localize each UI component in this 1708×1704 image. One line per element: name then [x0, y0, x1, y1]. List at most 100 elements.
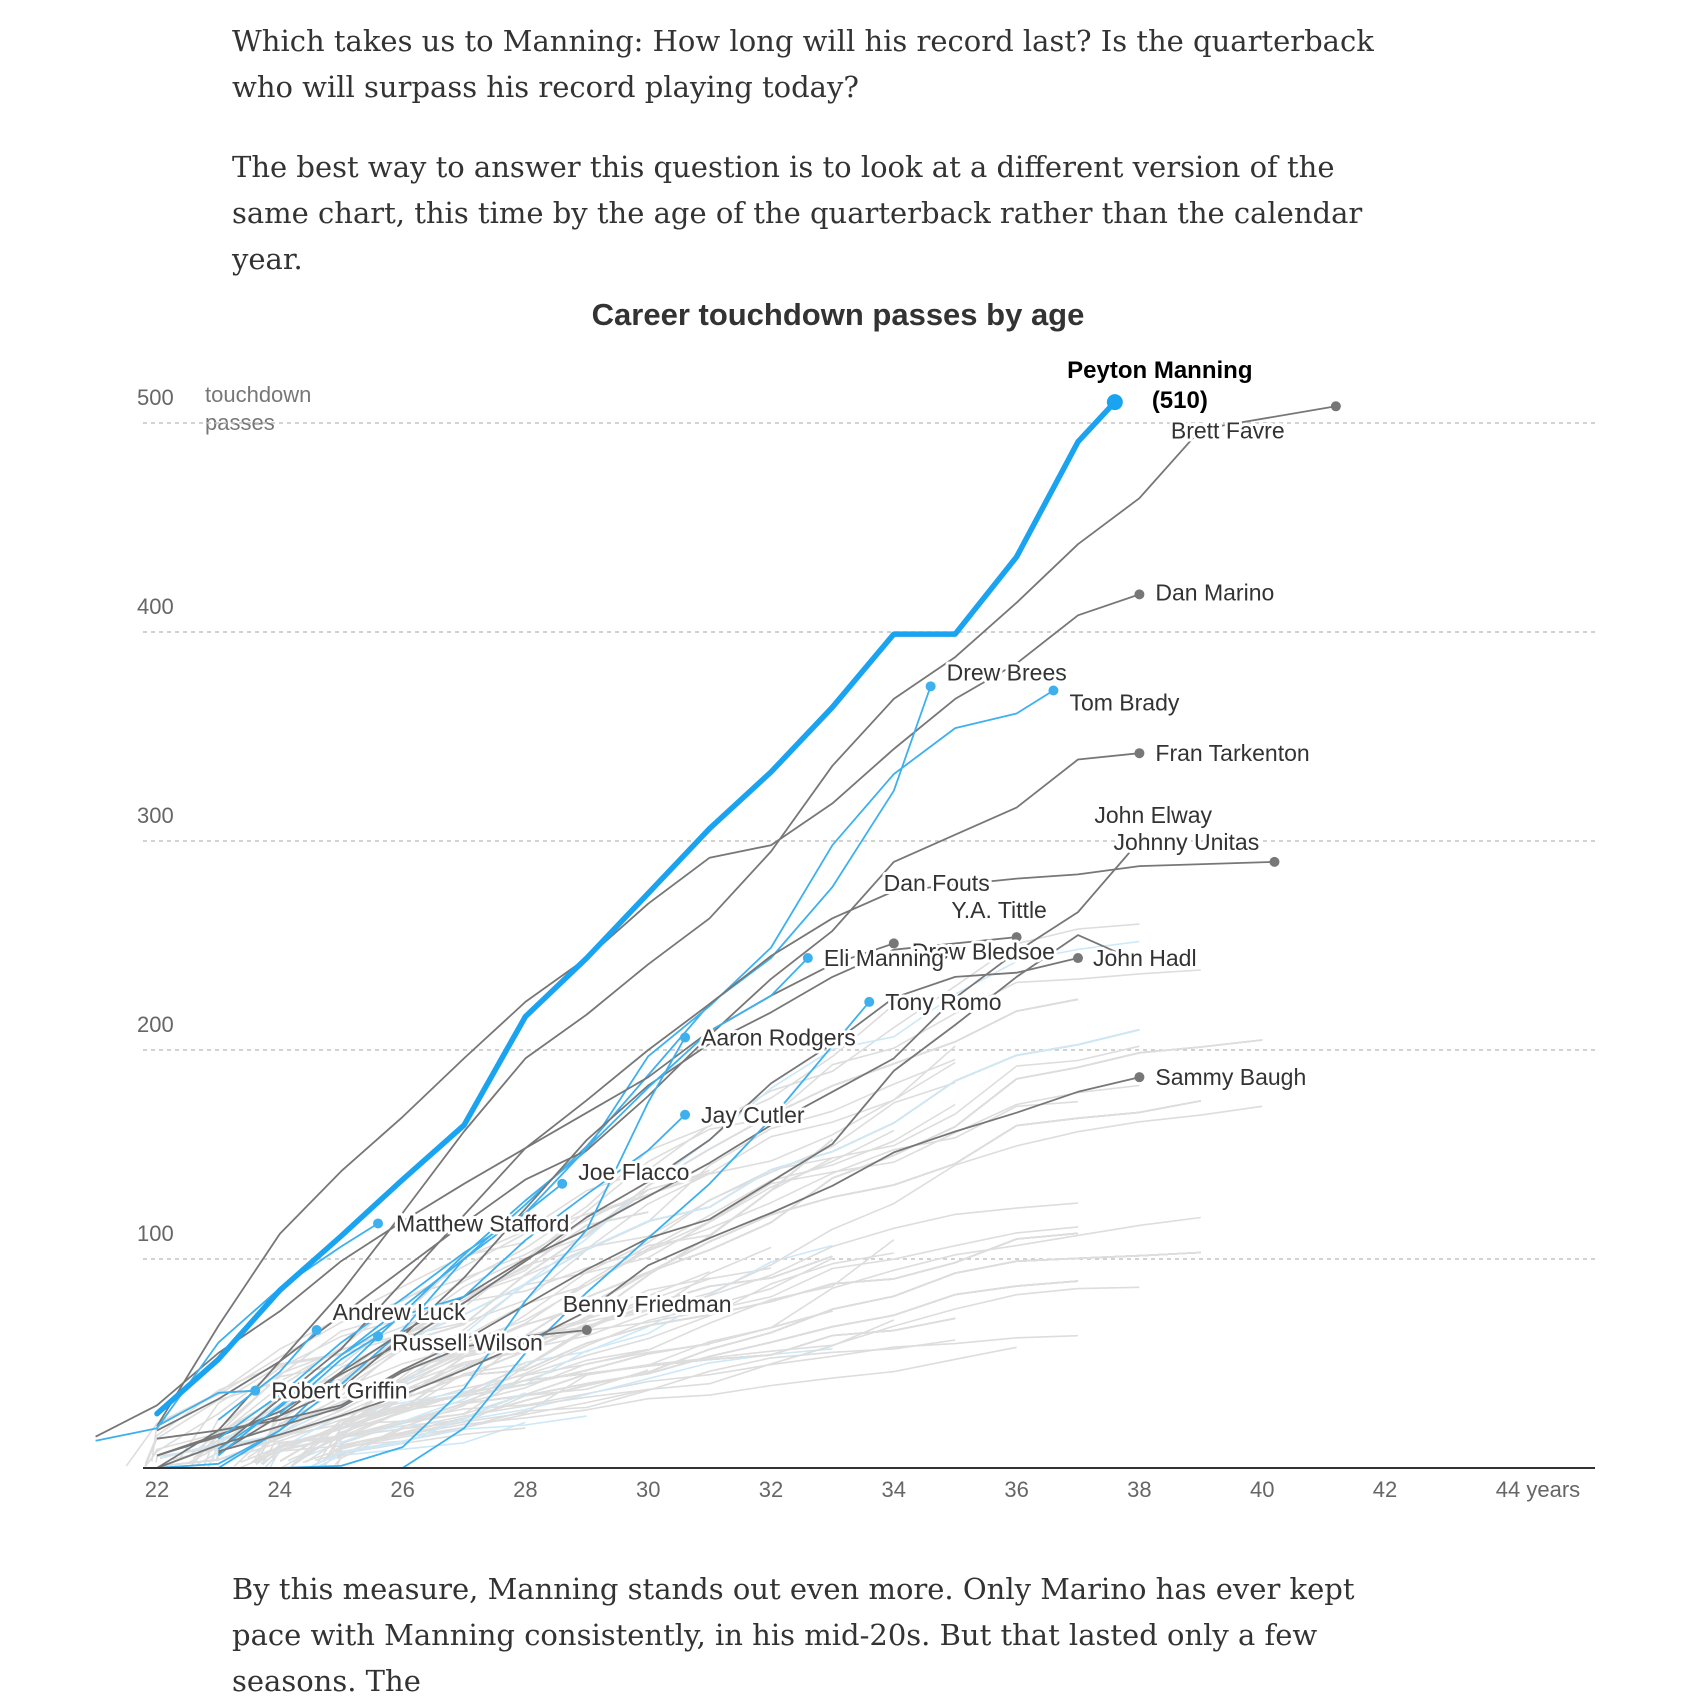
- series-end-marker: [1073, 953, 1083, 964]
- series-end-marker: [925, 681, 936, 692]
- series-end-marker: [888, 938, 899, 949]
- series-line: [157, 689, 1054, 1469]
- series-end-marker: [373, 1218, 384, 1229]
- x-tick-label: 38: [1127, 1477, 1151, 1502]
- y-tick-label: 500: [137, 385, 174, 410]
- x-tick-label: 32: [759, 1477, 783, 1502]
- series-line: [156, 957, 1079, 1457]
- highlight-label: Peyton Manning: [1067, 357, 1252, 384]
- series-end-marker: [680, 1032, 691, 1043]
- series-label: Tony Romo: [885, 989, 1001, 1015]
- series-line: [279, 1335, 379, 1415]
- series-label: Drew Brees: [947, 659, 1067, 685]
- series-line: [156, 1389, 256, 1427]
- y-axis: 100 200 300 400 500: [137, 385, 174, 1246]
- series-label: Andrew Luck: [333, 1299, 466, 1325]
- series-label: Aaron Rodgers: [701, 1024, 856, 1050]
- background-career-line: [255, 1317, 956, 1465]
- series-line: [156, 752, 1140, 1432]
- background-career-line: [269, 1298, 710, 1469]
- series-end-marker: [1134, 1072, 1145, 1083]
- series-end-marker: [1134, 957, 1145, 968]
- y-tick-label: 300: [137, 803, 174, 828]
- series-label: Joe Flacco: [578, 1159, 689, 1185]
- series-label: Drew Bledsoe: [912, 938, 1055, 964]
- series-line: [217, 861, 1275, 1450]
- outro-paragraph: By this measure, Manning stands out even…: [232, 1572, 1355, 1698]
- y-tick-label: 100: [137, 1221, 174, 1246]
- series-label: Johnny Unitas: [1113, 829, 1259, 855]
- background-career-line: [302, 1216, 1201, 1464]
- series-end-marker: [1011, 932, 1022, 943]
- series-end-marker: [1134, 589, 1145, 600]
- background-career-line: [323, 1346, 1017, 1462]
- intro-paragraph-2: The best way to answer this question is …: [232, 150, 1363, 276]
- series-label: Y.A. Tittle: [951, 897, 1046, 923]
- background-career-line: [247, 1103, 956, 1459]
- background-career-line: [233, 1100, 1079, 1467]
- series-line: [156, 936, 1017, 1457]
- y-tick-label: 400: [137, 594, 174, 619]
- background-career-line: [305, 1362, 526, 1463]
- series-line: [217, 1329, 318, 1421]
- background-career-line: [323, 1319, 895, 1467]
- series-end-marker: [311, 1325, 322, 1336]
- series-end-marker: [1330, 401, 1341, 412]
- series-label: Jay Cutler: [701, 1102, 805, 1128]
- background-career-line: [160, 1028, 1140, 1459]
- series-line: [156, 405, 1337, 1469]
- series-end-marker: [1048, 685, 1059, 696]
- x-tick-label: 40: [1250, 1477, 1274, 1502]
- x-tick-label: 22: [145, 1477, 169, 1502]
- series-end-marker: [802, 953, 813, 964]
- y-axis-unit-line-1: touchdown: [205, 382, 311, 407]
- series-end-marker: [1134, 748, 1145, 759]
- series-label: Benny Friedman: [563, 1291, 732, 1317]
- series-line: [156, 593, 1140, 1427]
- highlight-end-marker: [1106, 394, 1123, 411]
- background-career-line: [309, 1392, 526, 1469]
- background-career-line: [251, 1310, 833, 1463]
- highlight-career-line: [154, 394, 1123, 1417]
- x-tick-label: 42: [1373, 1477, 1397, 1502]
- series-label: Brett Favre: [1171, 417, 1285, 443]
- background-career-line: [339, 1251, 1201, 1458]
- x-axis: 22 24 26 28 30 32 34 36 38 40 42 44 years: [145, 1477, 1580, 1502]
- series-label: Tom Brady: [1069, 690, 1179, 716]
- background-career-line: [297, 1039, 1263, 1459]
- series-line: [402, 1001, 870, 1469]
- series-end-marker: [864, 996, 875, 1007]
- highlight-line: [154, 399, 1118, 1417]
- x-tick-label: 28: [513, 1477, 537, 1502]
- background-career-line: [178, 1004, 895, 1460]
- intro-paragraph-1: Which takes us to Manning: How long will…: [232, 24, 1374, 104]
- series-line: [95, 1222, 379, 1442]
- series-line: [156, 1329, 587, 1469]
- chart-title: Career touchdown passes by age: [592, 297, 1085, 332]
- series-label: Dan Fouts: [884, 870, 990, 896]
- highlight-value-label: (510): [1152, 387, 1208, 414]
- series-label: Fran Tarkenton: [1155, 740, 1309, 766]
- x-tick-label: 30: [636, 1477, 660, 1502]
- series-label: Dan Marino: [1155, 579, 1274, 605]
- series-end-marker: [680, 1109, 691, 1120]
- series-end-marker: [1134, 836, 1145, 846]
- background-career-line: [186, 1404, 403, 1465]
- series-label: John Elway: [1094, 802, 1212, 828]
- gridlines: [143, 422, 1595, 1260]
- series-label: Eli Manning: [824, 945, 944, 971]
- series-label: Matthew Stafford: [396, 1210, 569, 1236]
- series-line: [218, 1076, 1140, 1453]
- series-line: [217, 1114, 686, 1450]
- series-label: Russell Wilson: [392, 1329, 543, 1355]
- background-career-line: [191, 1172, 710, 1466]
- series-label: John Hadl: [1093, 945, 1197, 971]
- series-end-marker: [557, 1178, 568, 1189]
- background-career-line: [291, 1255, 833, 1467]
- background-career-line: [315, 1421, 526, 1469]
- series-end-marker: [581, 1325, 592, 1336]
- x-tick-label: 34: [882, 1477, 906, 1502]
- x-tick-label: 26: [390, 1477, 414, 1502]
- x-tick-label: 24: [268, 1477, 292, 1502]
